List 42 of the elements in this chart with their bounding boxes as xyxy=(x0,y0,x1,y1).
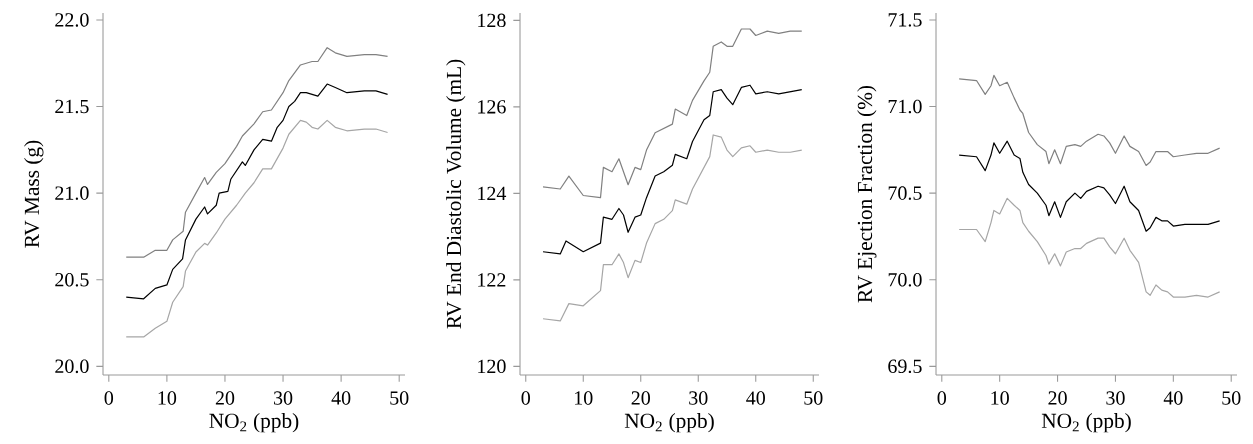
x-tick-label: 30 xyxy=(1106,391,1125,405)
x-tick-label: 30 xyxy=(274,391,293,405)
x-tick-label: 10 xyxy=(158,391,177,405)
y-tick-label: 126 xyxy=(478,100,506,114)
x-axis-title: NO$_{2}$ (ppb) xyxy=(624,413,714,433)
y-tick-label: 22.0 xyxy=(55,13,89,27)
x-tick-label: 40 xyxy=(331,391,351,405)
y-tick-label: 71.5 xyxy=(888,13,922,27)
x-tick-label: 0 xyxy=(521,391,530,405)
x-tick-label: 50 xyxy=(1222,391,1241,405)
y-tick-label: 20.5 xyxy=(55,272,89,287)
x-tick-label: 40 xyxy=(1163,391,1183,405)
x-tick-label: 0 xyxy=(937,391,947,405)
x-tick-label: 20 xyxy=(631,391,650,405)
y-tick-label: 124 xyxy=(478,186,507,200)
y-tick-label: 21.5 xyxy=(55,99,89,114)
x-axis-title: NO$_{2}$ (ppb) xyxy=(209,413,299,433)
y-axis-title: RV Mass (g) xyxy=(24,140,44,248)
y-axis-title: RV End Diastolic Volume (mL) xyxy=(446,59,466,329)
x-tick-label: 10 xyxy=(991,391,1009,405)
x-tick-label: 10 xyxy=(575,391,593,405)
x-tick-label: 50 xyxy=(804,391,823,405)
x-axis-title: NO$_{2}$ (ppb) xyxy=(1041,413,1131,433)
line-series xyxy=(125,47,389,258)
x-tick-label: 20 xyxy=(215,391,235,405)
y-tick-label: 71.0 xyxy=(888,99,922,114)
y-tick-label: 70.0 xyxy=(888,272,922,287)
y-tick-label: 20.0 xyxy=(55,359,89,374)
y-tick-label: 128 xyxy=(478,13,506,28)
x-tick-label: 50 xyxy=(390,391,409,405)
line-series xyxy=(958,197,1221,298)
x-tick-label: 40 xyxy=(746,391,765,405)
x-tick-label: 0 xyxy=(104,391,114,405)
x-tick-label: 30 xyxy=(689,391,708,405)
y-tick-label: 70.5 xyxy=(888,186,922,200)
x-tick-label: 20 xyxy=(1048,391,1067,405)
y-tick-label: 120 xyxy=(478,359,506,374)
y-axis-title: RV Ejection Fraction (%) xyxy=(857,85,877,303)
y-tick-label: 69.5 xyxy=(888,359,922,374)
y-tick-label: 21.0 xyxy=(55,186,89,200)
line-series xyxy=(125,119,389,338)
y-tick-label: 122 xyxy=(478,273,506,287)
